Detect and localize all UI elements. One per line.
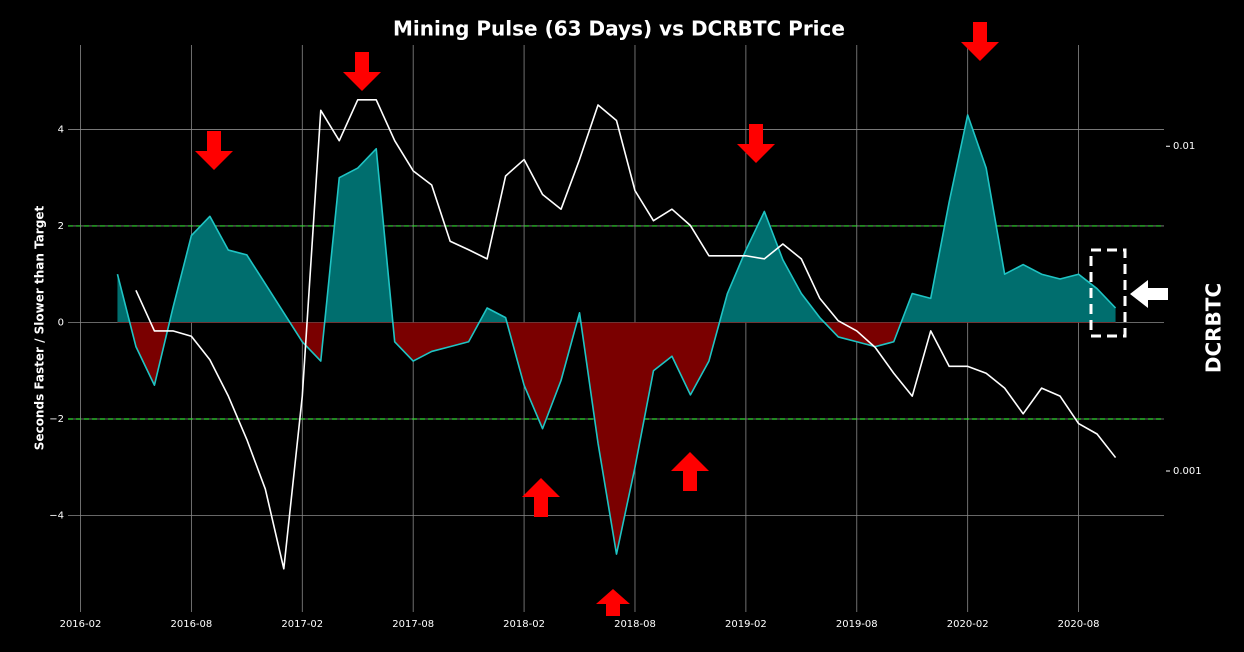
x-tick-label: 2019-08 (836, 619, 878, 630)
chart-title: Mining Pulse (63 Days) vs DCRBTC Price (393, 17, 845, 41)
positive-area (117, 114, 1116, 322)
y2-tick-label: 0.001 (1173, 466, 1202, 477)
x-tick-label: 2018-02 (503, 619, 545, 630)
highlight-box (1089, 248, 1127, 338)
x-tick-label: 2020-02 (947, 619, 989, 630)
up-arrow (596, 589, 630, 616)
annotations (195, 22, 1168, 616)
x-tick-label: 2019-02 (725, 619, 767, 630)
x-tick-label: 2017-02 (281, 619, 323, 630)
y-tick-label: 0 (58, 317, 64, 328)
down-arrow (961, 22, 999, 61)
y-tick-label: 2 (58, 221, 64, 232)
x-tick-label: 2016-08 (170, 619, 212, 630)
y2-axis-label: DCRBTC (1202, 283, 1226, 373)
plot-area: 2016-02 2016-08 2017-02 2017-08 2018-02 2018-… (49, 45, 1202, 630)
price-line (135, 98, 1117, 570)
x-tick-label: 2016-02 (60, 619, 102, 630)
y2-tick-label: 0.01 (1173, 141, 1195, 152)
y-tick-label: −4 (49, 510, 64, 521)
y-tick-label: 4 (58, 124, 64, 135)
up-arrow (671, 452, 709, 491)
x-tick-label: 2017-08 (392, 619, 434, 630)
left-arrow (1130, 280, 1168, 308)
pulse-line (116, 114, 1117, 555)
y-axis-label: Seconds Faster / Slower than Target (33, 206, 47, 451)
y-tick-label: −2 (49, 414, 64, 425)
x-tick-label: 2018-08 (614, 619, 656, 630)
down-arrow (737, 124, 775, 163)
down-arrow (195, 131, 233, 170)
x-tick-label: 2020-08 (1058, 619, 1100, 630)
up-arrow (522, 478, 560, 517)
down-arrow (343, 52, 381, 91)
negative-area (117, 322, 1116, 555)
